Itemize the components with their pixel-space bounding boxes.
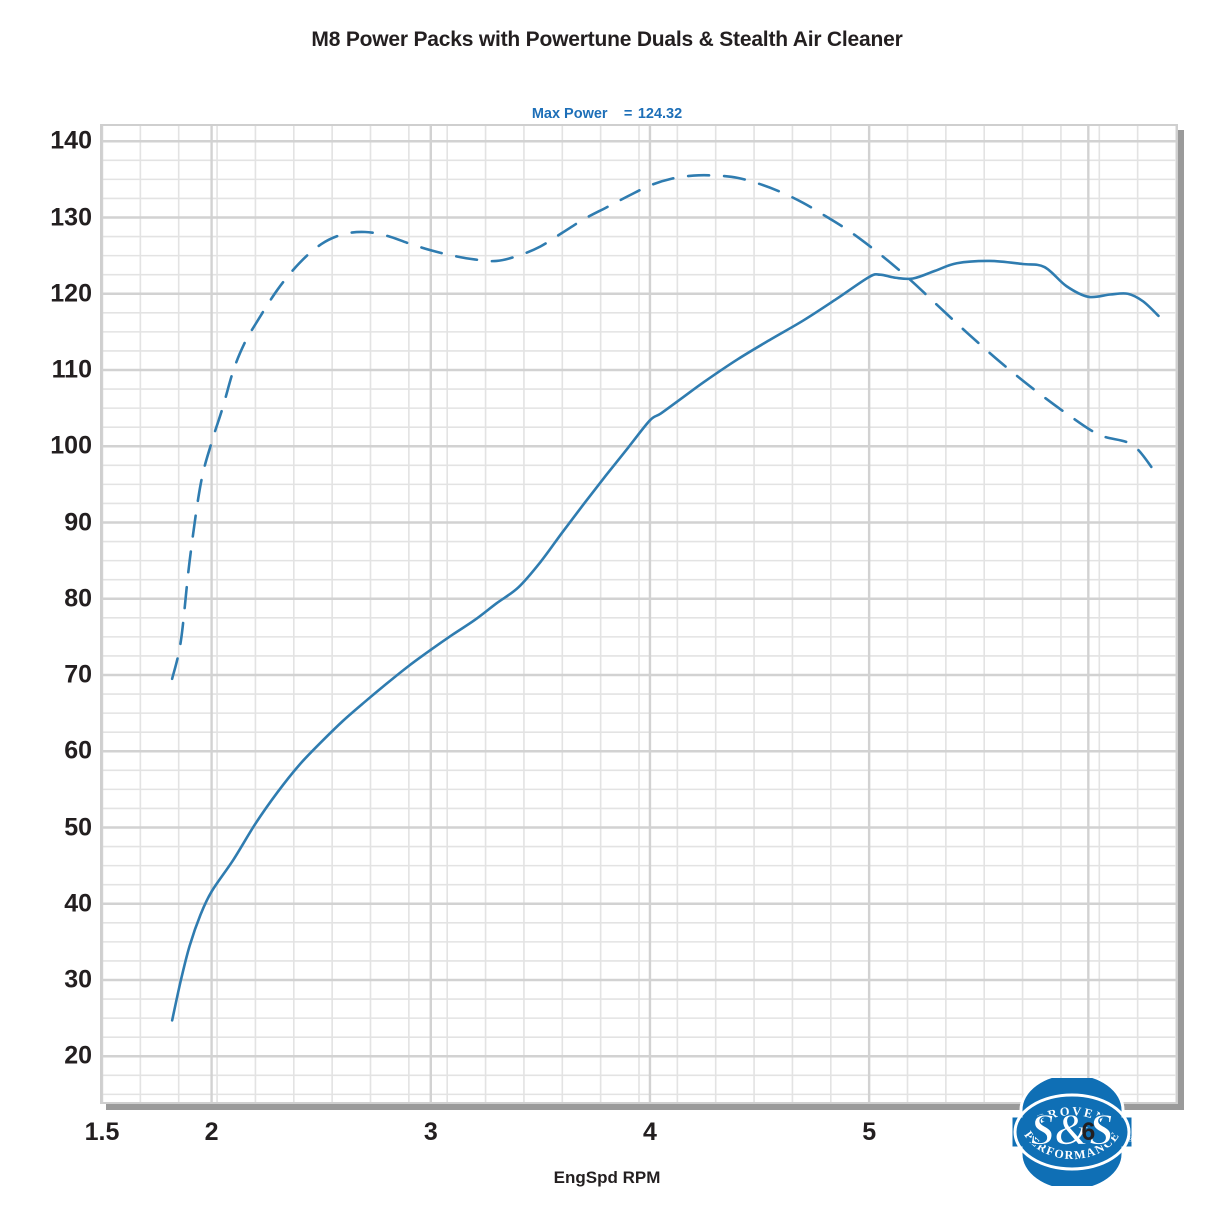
x-axis-title: EngSpd RPM	[553, 1168, 661, 1187]
logo-registered-mark: ®	[1128, 1136, 1134, 1144]
x-tick-label: 2	[204, 1118, 219, 1146]
y-tick-label: 120	[50, 279, 92, 308]
x-tick-label: 5	[862, 1118, 877, 1146]
page-title: M8 Power Packs with Powertune Duals & St…	[311, 28, 903, 51]
x-tick-label: 3	[423, 1118, 438, 1146]
plot-area: PROVEN PERFORMANCE S&S ®	[100, 124, 1178, 1186]
y-tick-label: 130	[50, 203, 92, 231]
y-tick-label: 60	[64, 736, 92, 765]
y-tick-label: 70	[64, 660, 92, 689]
gridlines-major	[102, 126, 1176, 1102]
x-tick-label: 4	[643, 1118, 657, 1146]
y-tick-label: 80	[64, 584, 92, 613]
logo-wordmark: S&S	[1030, 1105, 1113, 1154]
series-line-power	[170, 259, 1160, 1022]
annotation-eq-max-power: =	[623, 106, 633, 122]
annotation-label-max-power: Max Power	[531, 106, 608, 122]
gridlines-minor	[102, 126, 1176, 1102]
x-axis-tick-labels: 1.5 2 3 4 5 6	[0, 1118, 1214, 1168]
annotation-value-max-power: 124.32	[637, 106, 683, 122]
y-tick-label: 110	[51, 355, 92, 384]
y-tick-label: 50	[64, 813, 92, 841]
y-tick-label: 140	[50, 126, 92, 155]
y-tick-label: 20	[64, 1041, 92, 1070]
logo-badge	[1009, 1078, 1135, 1186]
y-axis-tick-labels: 20 30 40 50 60 70 80 90 100 110 120 130 140	[0, 0, 92, 1214]
plot-svg	[102, 126, 1176, 1102]
data-series-layer	[170, 173, 1160, 1022]
s-and-s-logo: PROVEN PERFORMANCE S&S ®	[1009, 1078, 1135, 1186]
series-line-torque	[170, 173, 1156, 681]
y-tick-label: 40	[64, 889, 92, 918]
x-tick-label: 6	[1081, 1118, 1096, 1146]
y-tick-label: 90	[64, 508, 92, 536]
y-tick-label: 100	[50, 431, 92, 460]
annotation-row-max-power: Max Power = 124.32	[0, 106, 1214, 123]
y-tick-label: 30	[64, 965, 92, 994]
x-tick-label: 1.5	[84, 1118, 120, 1146]
